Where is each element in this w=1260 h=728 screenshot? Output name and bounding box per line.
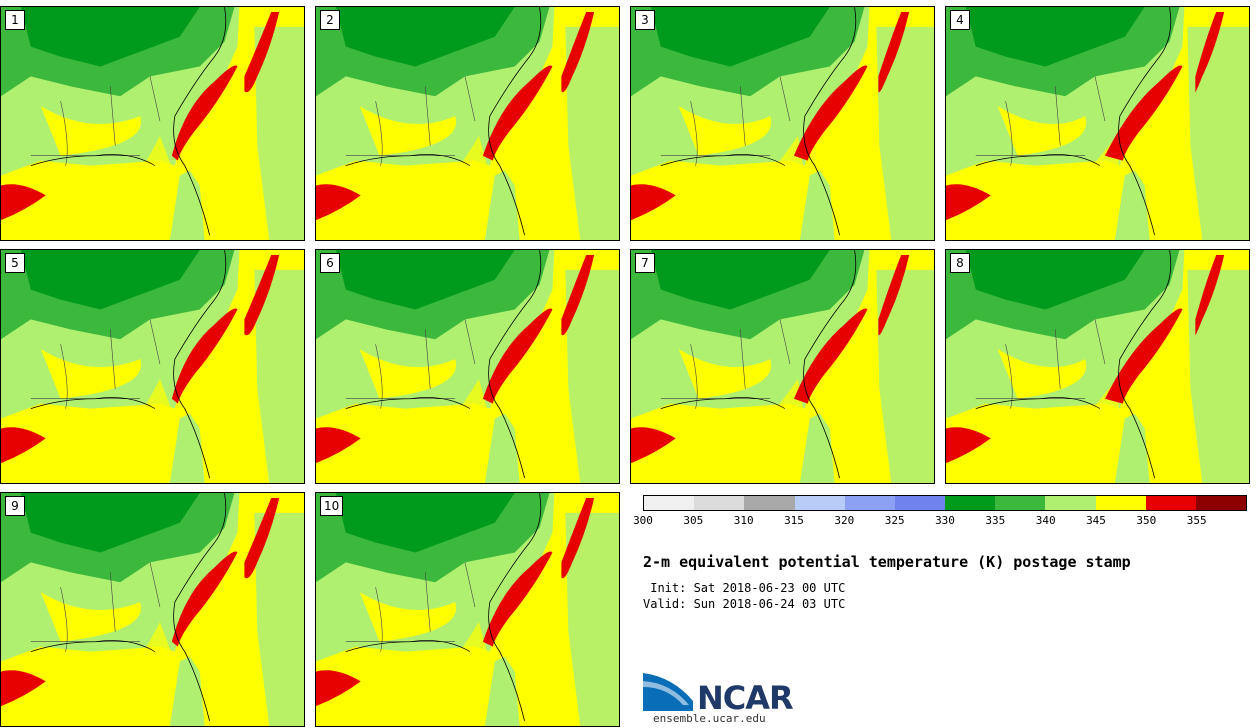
- colorbar-tick-label: 305: [683, 514, 704, 527]
- ensemble-map: [946, 250, 1249, 483]
- member-panel: 9: [0, 492, 305, 727]
- colorbar-tick-label: 330: [935, 514, 955, 527]
- colorbar-tick-label: 355: [1186, 514, 1207, 527]
- member-panel: 6: [315, 249, 620, 484]
- product-title: 2-m equivalent potential temperature (K)…: [643, 553, 1131, 571]
- member-panel: 7: [630, 249, 935, 484]
- ensemble-map: [316, 493, 619, 726]
- valid-time: Valid: Sun 2018-06-24 03 UTC: [643, 597, 846, 611]
- ensemble-map: [1, 493, 304, 726]
- colorbar-tick-label: 315: [784, 514, 804, 527]
- colorbar-swatch: [945, 496, 996, 510]
- ensemble-map: [946, 7, 1249, 240]
- member-label: 1: [5, 10, 25, 30]
- colorbar-swatch: [1045, 496, 1096, 510]
- member-label: 5: [5, 253, 25, 273]
- site-url: ensemble.ucar.edu: [653, 712, 766, 725]
- ensemble-map: [1, 7, 304, 240]
- ensemble-map: [316, 7, 619, 240]
- colorbar-swatch: [1195, 496, 1247, 510]
- colorbar: [643, 495, 1247, 511]
- member-panel: 2: [315, 6, 620, 241]
- colorbar-swatch: [1145, 496, 1196, 510]
- colorbar-tick-label: 300: [633, 514, 653, 527]
- colorbar-tick-label: 340: [1035, 514, 1056, 527]
- member-label: 4: [950, 10, 970, 30]
- colorbar-swatch: [1095, 496, 1146, 510]
- colorbar-swatch: [995, 496, 1046, 510]
- member-label: 10: [320, 496, 344, 516]
- member-panel: 10: [315, 492, 620, 727]
- colorbar-swatch: [644, 496, 695, 510]
- ensemble-map: [631, 250, 934, 483]
- member-panel: 8: [945, 249, 1250, 484]
- member-panel: 1: [0, 6, 305, 241]
- colorbar-tick-label: 335: [985, 514, 1006, 527]
- colorbar-tick-label: 325: [884, 514, 905, 527]
- colorbar-swatch: [894, 496, 946, 510]
- logo-text: NCAR: [697, 679, 794, 717]
- init-time: Init: Sat 2018-06-23 00 UTC: [643, 581, 846, 595]
- colorbar-tick-label: 310: [733, 514, 754, 527]
- ncar-logo-icon: [643, 673, 693, 711]
- colorbar-tick-label: 320: [834, 514, 855, 527]
- ensemble-map: [631, 7, 934, 240]
- member-label: 6: [320, 253, 340, 273]
- member-label: 9: [5, 496, 25, 516]
- member-label: 7: [635, 253, 655, 273]
- member-label: 2: [320, 10, 340, 30]
- colorbar-swatch: [744, 496, 795, 510]
- member-label: 3: [635, 10, 655, 30]
- member-panel: 5: [0, 249, 305, 484]
- ensemble-map: [316, 250, 619, 483]
- colorbar-swatch: [844, 496, 895, 510]
- ensemble-map: [1, 250, 304, 483]
- colorbar-swatch: [694, 496, 745, 510]
- colorbar-tick-label: 345: [1086, 514, 1106, 527]
- colorbar-swatch: [794, 496, 845, 510]
- member-panel: 4: [945, 6, 1250, 241]
- member-panel: 3: [630, 6, 935, 241]
- colorbar-tick-label: 350: [1136, 514, 1157, 527]
- member-label: 8: [950, 253, 970, 273]
- colorbar-ticks: 300 305 310 315 320 325 330 335 340 345 350 355: [633, 514, 1247, 530]
